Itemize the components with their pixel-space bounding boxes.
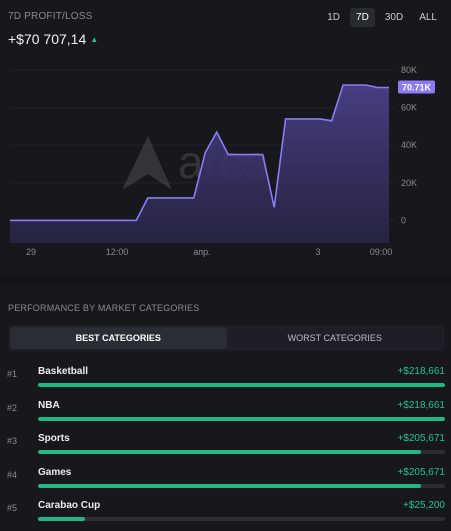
current-value-badge: 70.71K [398,80,435,94]
category-bar-fill [38,517,85,521]
chart-area [10,85,389,243]
category-rank: #5 [7,503,18,513]
x-tick-label: 12:00 [106,247,129,257]
category-value: +$218,661 [397,366,445,377]
y-tick-label: 60K [401,103,417,113]
category-rank: #4 [7,469,18,480]
category-row[interactable]: #1 Basketball +$218,661 [0,363,451,397]
category-value: +$25,200 [403,500,445,511]
pnl-value: +$70 707,14 ▲ [8,31,98,47]
categories-toggle: BEST CATEGORIES WORST CATEGORIES [8,325,445,351]
timeframe-tabs: 1D 7D 30D ALL [321,8,443,27]
category-bar-fill [38,383,445,387]
category-bar-track [38,517,445,521]
category-row[interactable]: #4 Games +$205,671 [0,464,451,498]
pnl-title: 7D PROFIT/LOSS [8,11,93,22]
category-name: Games [38,466,72,478]
chart-line [10,84,389,222]
category-value: +$205,671 [397,466,445,478]
x-tick-label: 29 [26,247,36,257]
category-name: Basketball [38,366,89,377]
x-axis: 29 12:00 апр. 3 09:00 [26,247,392,257]
category-bar-fill [38,483,421,488]
category-name: Carabao Cup [38,500,101,511]
tab-all[interactable]: ALL [419,12,437,23]
x-tick-label: апр. [193,247,210,257]
category-bar-track [38,416,445,421]
worst-categories-button[interactable]: WORST CATEGORIES [287,333,382,343]
category-value: +$205,671 [397,433,445,444]
categories-title: PERFORMANCE BY MARKET CATEGORIES [8,303,200,313]
category-name: NBA [38,399,60,411]
y-tick-label: 0 [401,215,406,225]
category-bar-track [38,450,445,454]
profit-loss-panel: 7D PROFIT/LOSS +$70 707,14 ▲ 1D 7D 30D AL… [0,8,451,277]
category-rank: #3 [7,436,18,446]
category-row[interactable]: #5 Carabao Cup +$25,200 [0,497,451,531]
y-tick-label: 80K [401,65,417,75]
y-tick-label: 20K [401,178,417,188]
category-bar-fill [38,450,421,454]
category-row[interactable]: #2 NBA +$218,661 [0,397,451,431]
category-value: +$218,661 [397,399,445,411]
y-tick-label: 40K [401,140,417,150]
tab-7d[interactable]: 7D [350,8,375,27]
category-row[interactable]: #3 Sports +$205,671 [0,430,451,464]
current-value-label: 70.71K [402,82,432,92]
tab-30d[interactable]: 30D [384,12,404,23]
x-tick-label: 09:00 [370,247,393,257]
category-name: Sports [38,433,70,444]
category-bar-fill [38,416,445,421]
category-rank: #2 [7,402,18,413]
x-tick-label: 3 [315,247,320,257]
category-rank: #1 [7,369,18,379]
pnl-amount: +$70 707,14 [8,31,87,47]
y-axis: 80K 60K 40K 20K 0 [401,65,417,225]
tab-1d[interactable]: 1D [327,12,341,23]
best-categories-button[interactable]: BEST CATEGORIES [10,327,227,349]
categories-panel: PERFORMANCE BY MARKET CATEGORIES BEST CA… [0,285,451,529]
category-bar-track [38,383,445,387]
category-bar-track [38,483,445,488]
up-triangle-icon: ▲ [90,35,99,44]
